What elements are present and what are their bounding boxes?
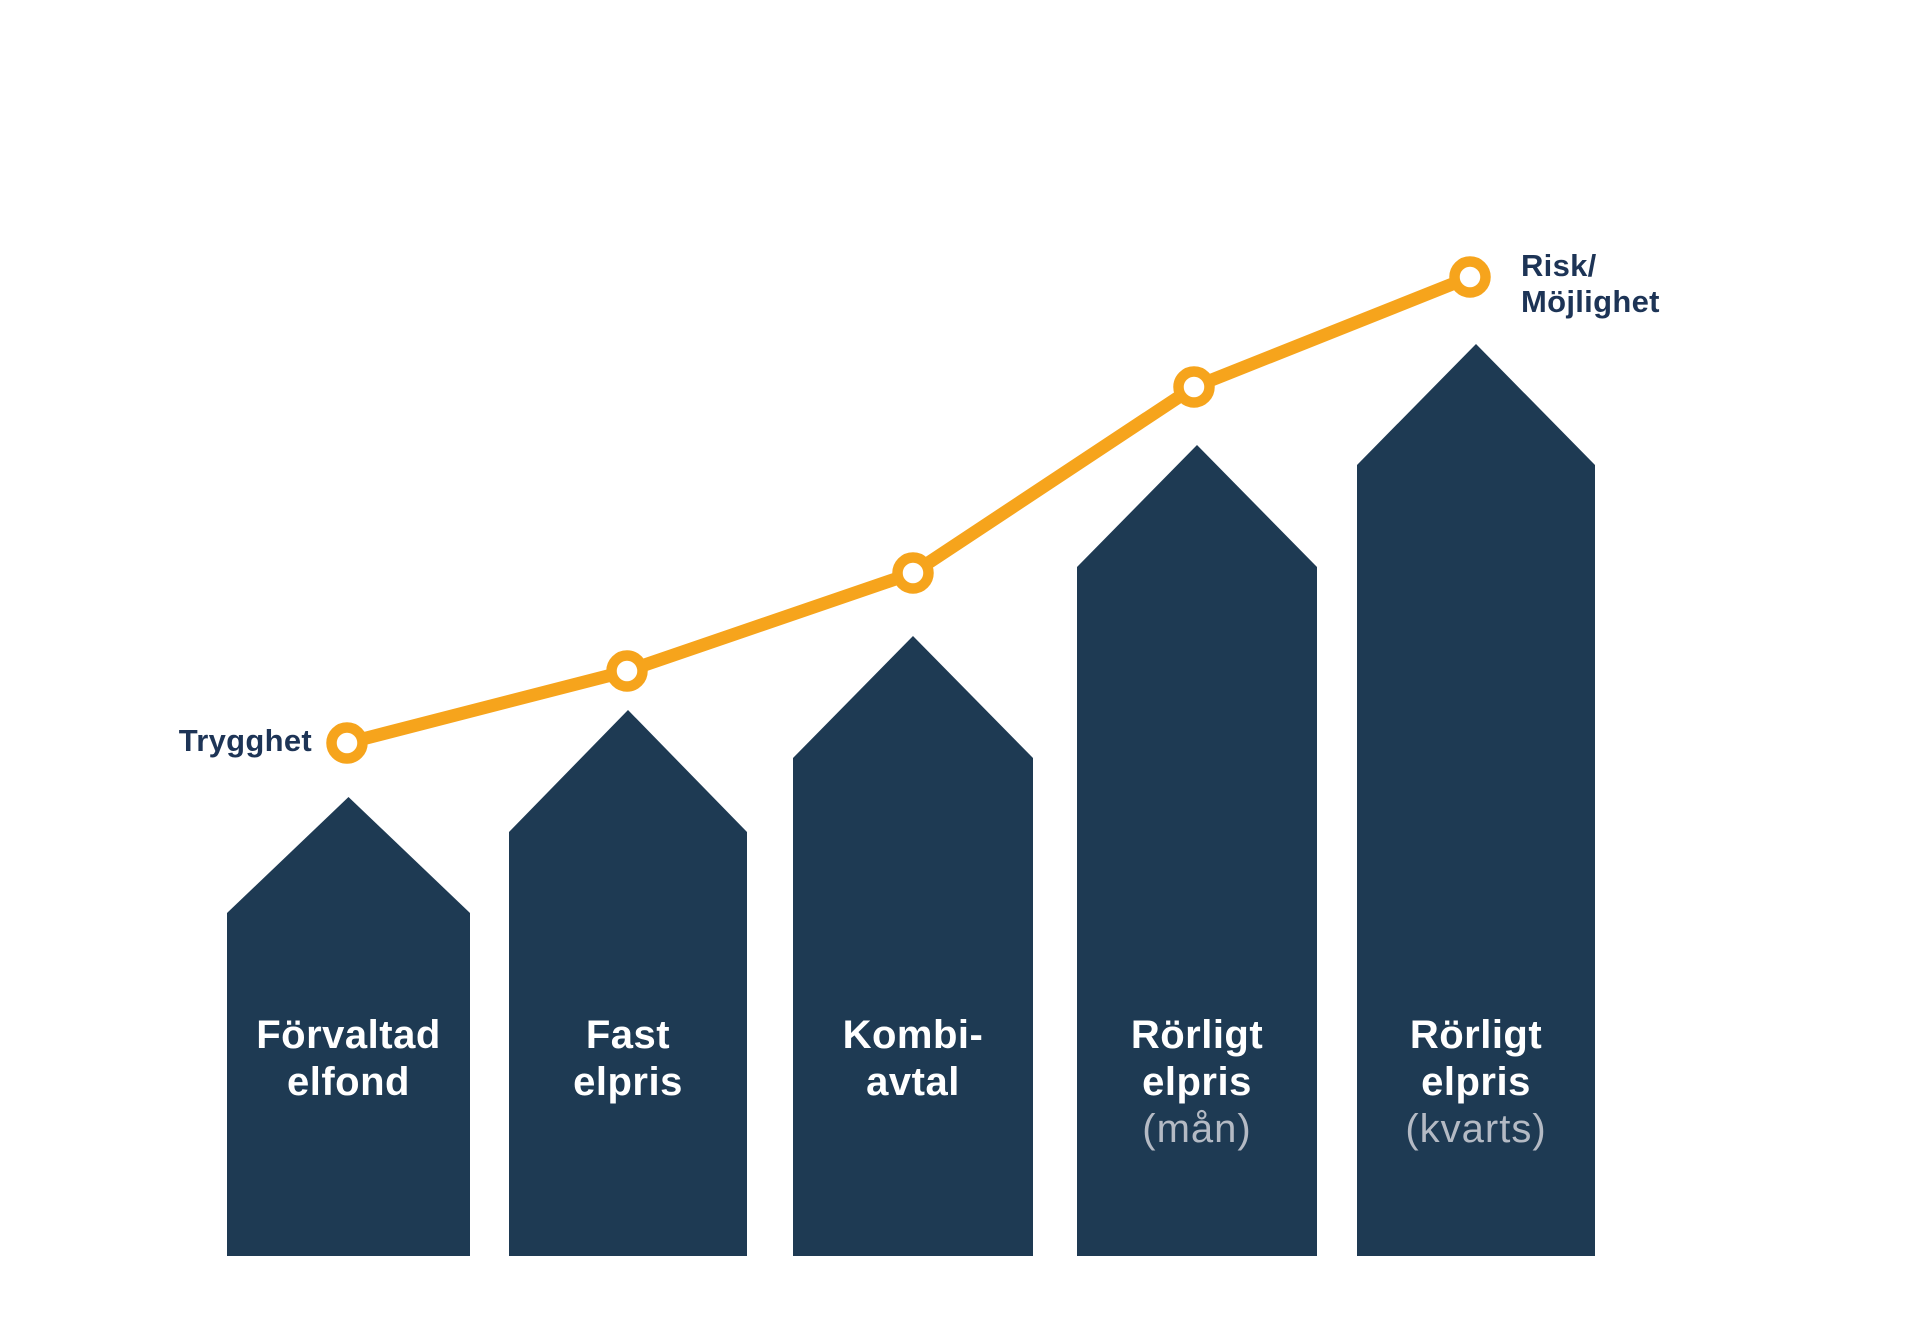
bar-label-line2: elpris bbox=[1142, 1060, 1252, 1104]
bar-label-line1: Kombi- bbox=[842, 1013, 984, 1057]
bar-label-line2: elpris bbox=[573, 1060, 683, 1104]
bar-label-line2: elfond bbox=[287, 1060, 410, 1104]
bar-label-rorligt-elpris-kvarts: Rörligt elpris (kvarts) bbox=[1357, 1012, 1595, 1153]
bar-kombiavtal bbox=[793, 636, 1033, 1256]
bar-label-line1: Fast bbox=[585, 1013, 671, 1057]
line-point-marker bbox=[1173, 366, 1215, 408]
bar-label-forvaltad-elfond: Förvaltad elfond bbox=[227, 1012, 470, 1106]
bar-label-rorligt-elpris-man: Rörligt elpris (mån) bbox=[1077, 1012, 1317, 1153]
bar-label-line1: Rörligt bbox=[1409, 1013, 1543, 1057]
bar-rorligt-elpris-man bbox=[1077, 445, 1317, 1256]
end-label-line2: Möjlighet bbox=[1521, 284, 1660, 319]
bar-label-line2: elpris bbox=[1421, 1060, 1531, 1104]
bar-label-line3: (mån) bbox=[1142, 1107, 1252, 1151]
bar-label-fast-elpris: Fast elpris bbox=[509, 1012, 747, 1106]
line-start-label: Trygghet bbox=[178, 723, 312, 758]
bar-label-line3: (kvarts) bbox=[1405, 1107, 1547, 1151]
line-point-marker bbox=[606, 650, 648, 692]
line-end-label: Risk/ Möjlighet bbox=[1521, 248, 1660, 320]
bar-fast-elpris bbox=[509, 710, 747, 1256]
line-point-marker bbox=[1449, 256, 1491, 298]
bar-rorligt-elpris-kvarts bbox=[1357, 344, 1595, 1256]
bar-label-kombiavtal: Kombi- avtal bbox=[793, 1012, 1033, 1106]
line-point-marker bbox=[892, 552, 934, 594]
bar-label-line2: avtal bbox=[866, 1060, 960, 1104]
end-label-line1: Risk/ bbox=[1521, 248, 1597, 283]
line-point-marker bbox=[326, 722, 368, 764]
bar-label-line1: Förvaltad bbox=[256, 1013, 441, 1057]
risk-line bbox=[345, 270, 1473, 750]
bar-label-line1: Rörligt bbox=[1130, 1013, 1264, 1057]
